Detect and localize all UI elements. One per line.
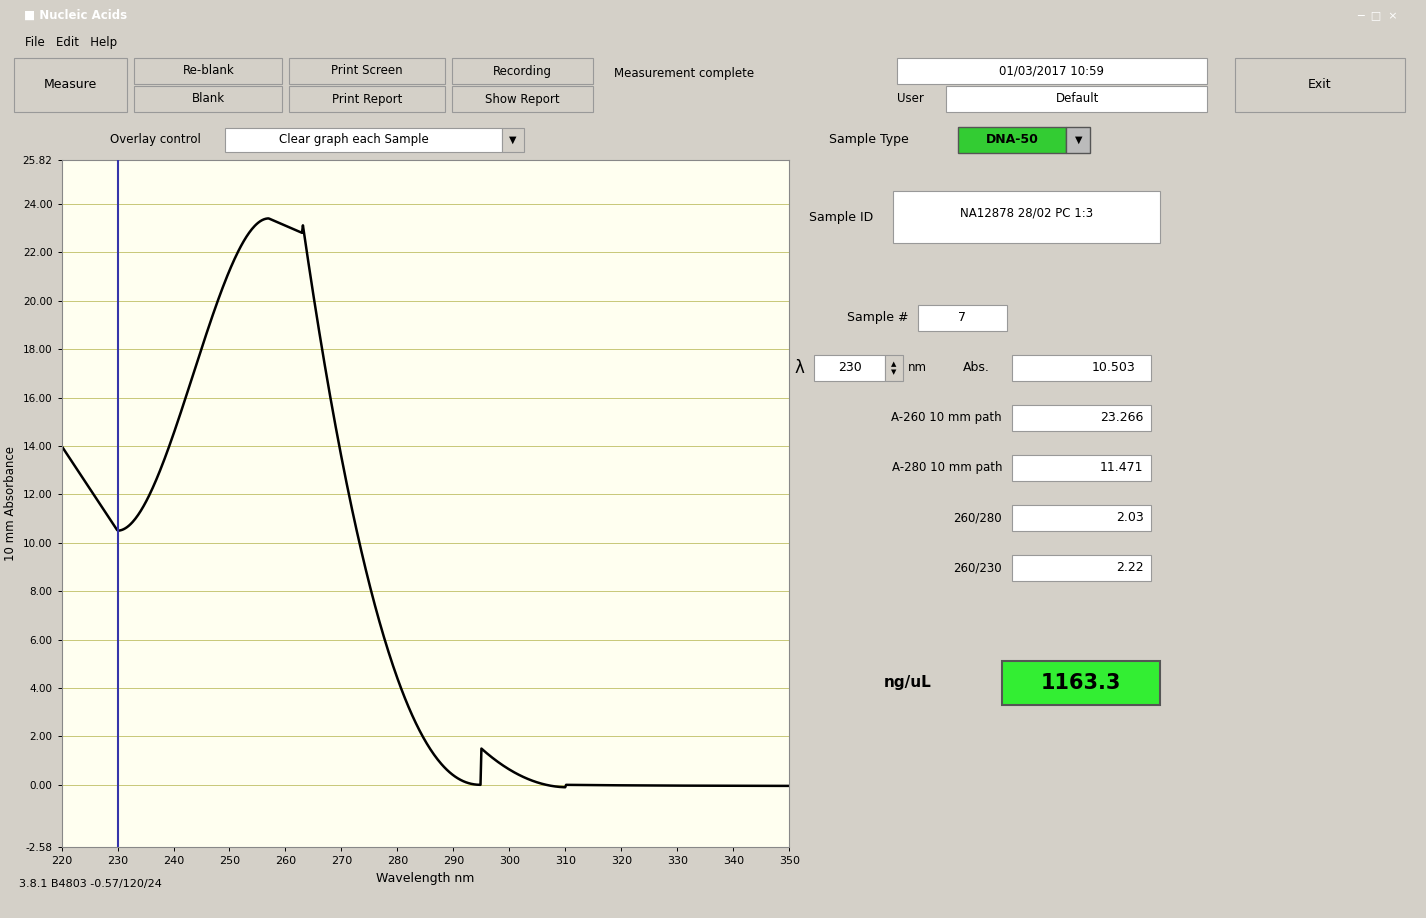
Text: Sample ID: Sample ID (809, 211, 873, 224)
Bar (886, 355, 903, 381)
Bar (957, 127, 1067, 152)
Y-axis label: 10 mm Absorbance: 10 mm Absorbance (4, 446, 17, 561)
Bar (134, 58, 282, 84)
Text: Measure: Measure (44, 79, 97, 92)
Text: 3.8.1 B4803 -0.57/120/24: 3.8.1 B4803 -0.57/120/24 (19, 879, 163, 890)
Bar (814, 355, 886, 381)
Bar (918, 305, 1007, 330)
Text: Exit: Exit (1308, 79, 1332, 92)
Text: 2.22: 2.22 (1117, 561, 1144, 575)
Text: 260/280: 260/280 (954, 511, 1002, 524)
Text: Re-blank: Re-blank (183, 64, 234, 77)
Bar (945, 86, 1206, 112)
Text: Abs.: Abs. (963, 362, 990, 375)
Text: 10.503: 10.503 (1092, 362, 1135, 375)
Text: ▼: ▼ (891, 369, 897, 375)
Bar (289, 86, 445, 112)
Bar (897, 58, 1206, 84)
Bar (225, 128, 502, 151)
Text: A-280 10 mm path: A-280 10 mm path (891, 462, 1002, 475)
Text: ng/uL: ng/uL (884, 676, 933, 690)
Bar (289, 58, 445, 84)
Text: nm: nm (908, 362, 927, 375)
Text: 2.03: 2.03 (1117, 511, 1144, 524)
Text: Sample Type: Sample Type (829, 133, 908, 146)
Bar (893, 191, 1161, 243)
Text: 7: 7 (958, 311, 967, 324)
Text: 230: 230 (837, 362, 861, 375)
Text: Print Report: Print Report (332, 93, 402, 106)
Text: DNA-50: DNA-50 (985, 133, 1038, 146)
Text: 260/230: 260/230 (954, 561, 1002, 575)
Bar (14, 58, 127, 112)
Text: ▼: ▼ (509, 135, 516, 145)
Text: A-260 10 mm path: A-260 10 mm path (891, 411, 1002, 424)
Bar (1012, 454, 1151, 481)
Text: 1163.3: 1163.3 (1041, 673, 1121, 693)
Bar (452, 86, 593, 112)
Bar (1012, 554, 1151, 581)
Text: File   Edit   Help: File Edit Help (26, 36, 117, 49)
Bar (1235, 58, 1405, 112)
Text: Clear graph each Sample: Clear graph each Sample (278, 133, 428, 146)
Text: ▲: ▲ (891, 361, 897, 367)
Bar (134, 86, 282, 112)
Bar (1002, 661, 1161, 705)
X-axis label: Wavelength nm: Wavelength nm (376, 872, 475, 885)
Text: User: User (897, 93, 924, 106)
Text: Blank: Blank (191, 93, 225, 106)
Text: 23.266: 23.266 (1101, 411, 1144, 424)
Bar (452, 58, 593, 84)
Text: Measurement complete: Measurement complete (615, 68, 754, 81)
Bar (1012, 505, 1151, 531)
Text: Default: Default (1055, 93, 1099, 106)
Text: λ: λ (794, 359, 804, 376)
Text: Overlay control: Overlay control (110, 133, 201, 146)
Text: NA12878 28/02 PC 1:3: NA12878 28/02 PC 1:3 (960, 207, 1094, 219)
Bar (1067, 127, 1091, 152)
Text: Print Screen: Print Screen (331, 64, 404, 77)
Bar (1012, 355, 1151, 381)
Text: Sample #: Sample # (847, 311, 908, 324)
Text: Show Report: Show Report (485, 93, 560, 106)
Bar (1012, 405, 1151, 431)
Text: ─  □  ×: ─ □ × (1358, 10, 1397, 20)
Text: 11.471: 11.471 (1099, 462, 1144, 475)
Text: ▼: ▼ (1075, 135, 1082, 145)
Text: ■ Nucleic Acids: ■ Nucleic Acids (24, 9, 127, 22)
Text: Recording: Recording (493, 64, 552, 77)
Bar (502, 128, 523, 151)
Text: 01/03/2017 10:59: 01/03/2017 10:59 (1000, 64, 1104, 77)
